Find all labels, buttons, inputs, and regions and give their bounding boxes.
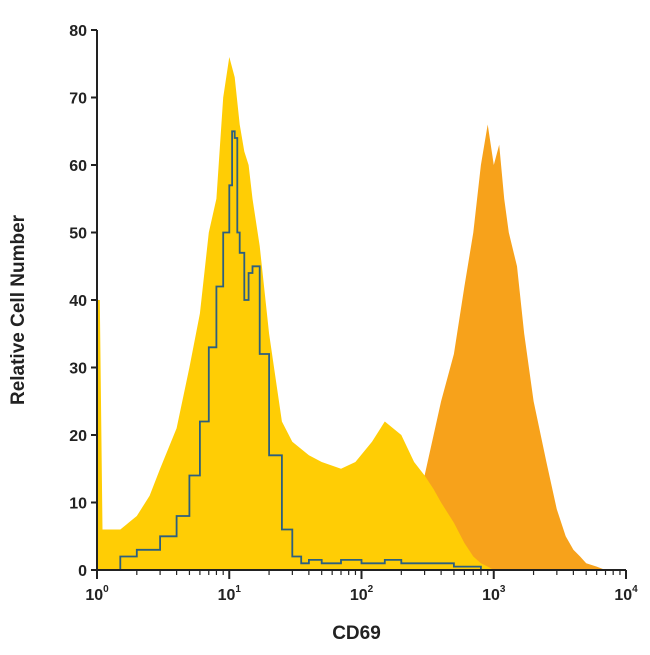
x-tick-label: 104 <box>614 584 638 604</box>
y-tick-label: 60 <box>69 158 87 175</box>
y-tick-label: 20 <box>69 428 87 445</box>
x-minor-ticks <box>136 570 621 575</box>
y-tick-label: 50 <box>69 226 87 243</box>
x-tick-label: 101 <box>218 584 242 604</box>
x-tick-label: 102 <box>350 584 374 604</box>
y-tick-label: 30 <box>69 361 87 378</box>
x-tick-label: 103 <box>482 584 506 604</box>
series-stimulated-area <box>401 124 606 570</box>
y-tick-label: 80 <box>69 23 87 40</box>
y-tick-label: 0 <box>78 563 87 580</box>
series-isotype-line <box>97 130 482 571</box>
y-tick-label: 70 <box>69 91 87 108</box>
series-unstimulated-area <box>97 57 494 570</box>
x-axis-title: CD69 <box>332 623 381 644</box>
y-ticks: 0 10 20 30 40 50 60 70 80 <box>69 23 97 580</box>
y-axis-title: Relative Cell Number <box>8 214 29 405</box>
x-ticks: 100 101 102 103 104 <box>85 570 638 604</box>
series-layer <box>97 57 606 571</box>
y-tick-label: 10 <box>69 496 87 513</box>
axis-layer: 0 10 20 30 40 50 60 70 80 100 101 102 103 104 <box>69 23 638 604</box>
y-tick-label: 40 <box>69 293 87 310</box>
x-tick-label: 100 <box>85 584 109 604</box>
